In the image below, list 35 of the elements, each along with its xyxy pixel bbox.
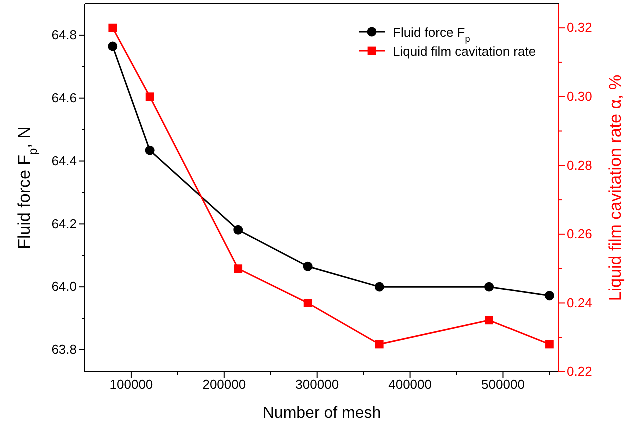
x-tick-label: 300000	[296, 377, 340, 392]
y2-tick-label: 0.22	[567, 364, 592, 380]
y-tick-label: 64.0	[52, 279, 77, 294]
y2-tick-label: 0.32	[567, 20, 592, 36]
y2-tick-label: 0.30	[567, 89, 592, 104]
point	[303, 262, 313, 272]
y-tick-label: 64.8	[52, 28, 77, 43]
point	[485, 316, 494, 325]
point	[108, 42, 118, 52]
x-tick-label: 200000	[202, 377, 246, 392]
y-tick-label: 64.2	[52, 216, 77, 232]
point	[544, 291, 554, 301]
point	[108, 24, 118, 32]
point	[146, 92, 154, 102]
point	[234, 225, 244, 235]
legend-label: Fluid force F$_{p}$	[393, 25, 470, 44]
x-axis-title: Number of mesh	[262, 405, 382, 422]
y2-axis-title: Liquid film cavitation rate α, %	[606, 74, 625, 302]
point	[374, 282, 384, 292]
x-tick-label: 400000	[388, 377, 432, 392]
point	[375, 340, 384, 349]
point	[484, 282, 494, 292]
y2-tick-label: 0.28	[567, 158, 592, 173]
y2-tick-label: 0.24	[567, 295, 592, 310]
point	[145, 146, 155, 156]
point	[304, 299, 312, 308]
y-tick-label: 63.8	[52, 342, 77, 358]
y-tick-label: 64.4	[52, 153, 77, 168]
x-tick-label: 500000	[482, 377, 525, 392]
point	[234, 264, 243, 274]
y2-tick-label: 0.26	[567, 226, 592, 242]
y-tick-label: 64.6	[52, 90, 77, 106]
legend-label: Liquid film cavitation rate	[393, 44, 536, 59]
point	[546, 340, 554, 349]
x-tick-label: 100000	[110, 377, 154, 392]
